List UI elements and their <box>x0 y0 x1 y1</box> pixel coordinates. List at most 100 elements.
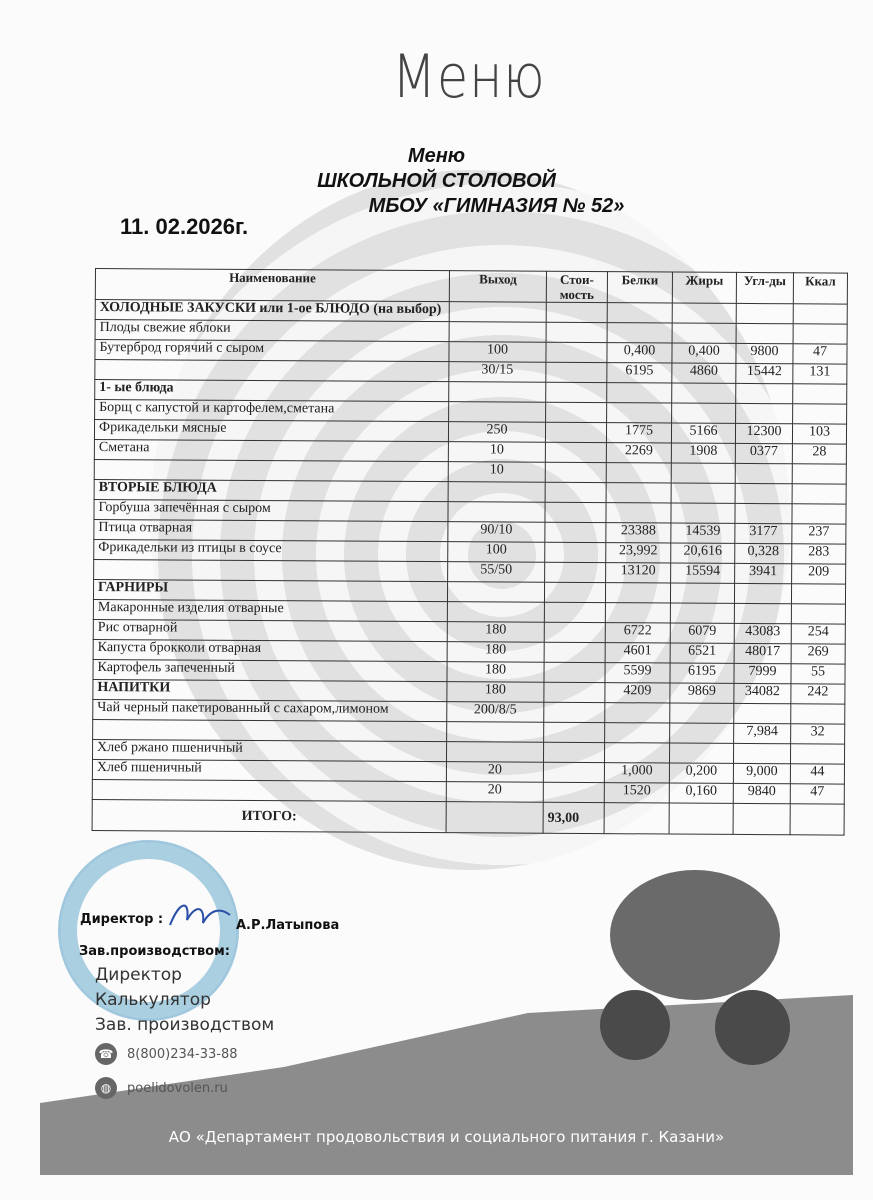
item-kcal: 237 <box>791 523 846 545</box>
item-cost <box>544 542 606 563</box>
item-cost <box>543 702 605 723</box>
background-swirl-watermark <box>150 170 790 870</box>
item-output <box>447 501 546 523</box>
item-kcal <box>790 743 845 765</box>
total-fat <box>669 803 734 835</box>
item-protein <box>606 462 672 484</box>
item-output: 10 <box>448 461 546 483</box>
col-kcal: Ккал <box>793 272 848 305</box>
item-cost <box>545 482 607 503</box>
footer-organization: АО «Департамент продовольствия и социаль… <box>168 1128 725 1146</box>
role-director: Директор <box>95 965 182 985</box>
item-kcal: 47 <box>792 343 848 365</box>
item-output: 180 <box>447 641 545 663</box>
item-name: Хлеб ржано пшеничный <box>92 739 447 762</box>
item-carbs <box>735 483 793 504</box>
item-protein <box>605 602 671 624</box>
item-protein: 1520 <box>604 782 670 804</box>
item-carbs <box>736 303 794 324</box>
item-kcal: 32 <box>790 723 845 745</box>
item-fat <box>672 323 737 344</box>
school-stamp <box>58 840 239 1021</box>
item-protein <box>607 302 673 324</box>
item-name: НАПИТКИ <box>92 679 447 702</box>
broccoli-illustration <box>610 870 780 1000</box>
total-output <box>446 801 544 834</box>
item-carbs: 7999 <box>733 663 792 684</box>
item-name <box>94 459 449 482</box>
item-name: ГАРНИРЫ <box>93 579 448 602</box>
item-carbs: 9,000 <box>733 763 791 784</box>
item-name <box>92 719 447 742</box>
item-fat <box>669 703 734 724</box>
col-output: Выход <box>449 270 547 303</box>
item-kcal <box>792 403 847 425</box>
item-carbs <box>735 403 793 424</box>
item-kcal: 242 <box>790 683 845 705</box>
role-calculator: Калькулятор <box>95 990 211 1010</box>
item-cost <box>544 502 607 523</box>
item-fat <box>672 303 737 324</box>
col-fat: Жиры <box>672 272 737 304</box>
item-fat <box>670 503 736 524</box>
item-protein <box>606 382 672 404</box>
item-output <box>448 401 546 423</box>
item-output <box>446 721 544 743</box>
item-fat <box>669 723 734 744</box>
menu-table: Наименование Выход Стои-мость Белки Жиры… <box>92 268 848 836</box>
item-name: 1- ые блюда <box>94 379 449 402</box>
item-protein: 2269 <box>606 442 672 464</box>
item-cost <box>543 742 605 763</box>
item-protein <box>605 582 671 604</box>
col-name: Наименование <box>95 268 450 302</box>
item-cost <box>543 762 605 783</box>
item-name: Бутерброд горячий с сыром <box>94 339 450 362</box>
item-protein: 6195 <box>606 362 672 384</box>
item-protein <box>604 742 670 764</box>
director-label: Директор : <box>80 912 164 927</box>
item-kcal: 44 <box>790 763 845 785</box>
item-carbs <box>734 603 792 624</box>
item-fat <box>671 463 736 484</box>
director-signature <box>169 904 231 926</box>
item-fat <box>671 483 736 504</box>
item-protein: 4601 <box>605 642 671 664</box>
director-name: А.Р.Латыпова <box>236 918 340 933</box>
item-output <box>448 481 546 503</box>
item-kcal: 269 <box>791 643 846 665</box>
item-kcal <box>791 603 846 625</box>
item-kcal: 283 <box>791 543 846 565</box>
item-output: 180 <box>446 681 544 703</box>
item-carbs: 9840 <box>733 783 791 804</box>
item-output: 250 <box>448 421 546 443</box>
item-name: Хлеб пшеничный <box>92 759 447 782</box>
item-output: 100 <box>447 541 545 563</box>
item-fat: 4860 <box>671 363 736 384</box>
item-name: Фрикадельки из птицы в соусе <box>93 539 448 562</box>
item-name: Фрикадельки мясные <box>94 419 449 442</box>
item-fat <box>669 743 734 764</box>
item-carbs <box>733 743 791 764</box>
item-output: 90/10 <box>447 521 545 543</box>
item-output <box>447 581 545 603</box>
item-output <box>449 321 547 343</box>
item-fat: 5166 <box>671 423 736 444</box>
item-protein <box>605 502 672 524</box>
item-cost <box>543 662 606 683</box>
website-link[interactable]: poelidovolen.ru <box>127 1080 228 1096</box>
total-protein <box>604 802 670 835</box>
item-cost <box>543 682 605 703</box>
mascot-illustration <box>600 990 670 1060</box>
item-protein <box>607 322 673 344</box>
item-name: ВТОРЫЕ БЛЮДА <box>94 479 449 502</box>
heading-line-3: МБОУ «ГИМНАЗИЯ № 52» <box>368 195 625 217</box>
item-carbs <box>734 503 793 524</box>
item-name: Плоды свежие яблоки <box>95 319 450 342</box>
col-cost: Стои-мость <box>546 271 608 303</box>
item-fat <box>671 383 736 404</box>
item-kcal <box>790 703 845 725</box>
item-name: Капуста брокколи отварная <box>93 639 448 662</box>
total-row: ИТОГО: 93,00 <box>92 799 845 836</box>
item-cost <box>545 382 607 403</box>
item-name: Картофель запеченный <box>92 659 448 682</box>
